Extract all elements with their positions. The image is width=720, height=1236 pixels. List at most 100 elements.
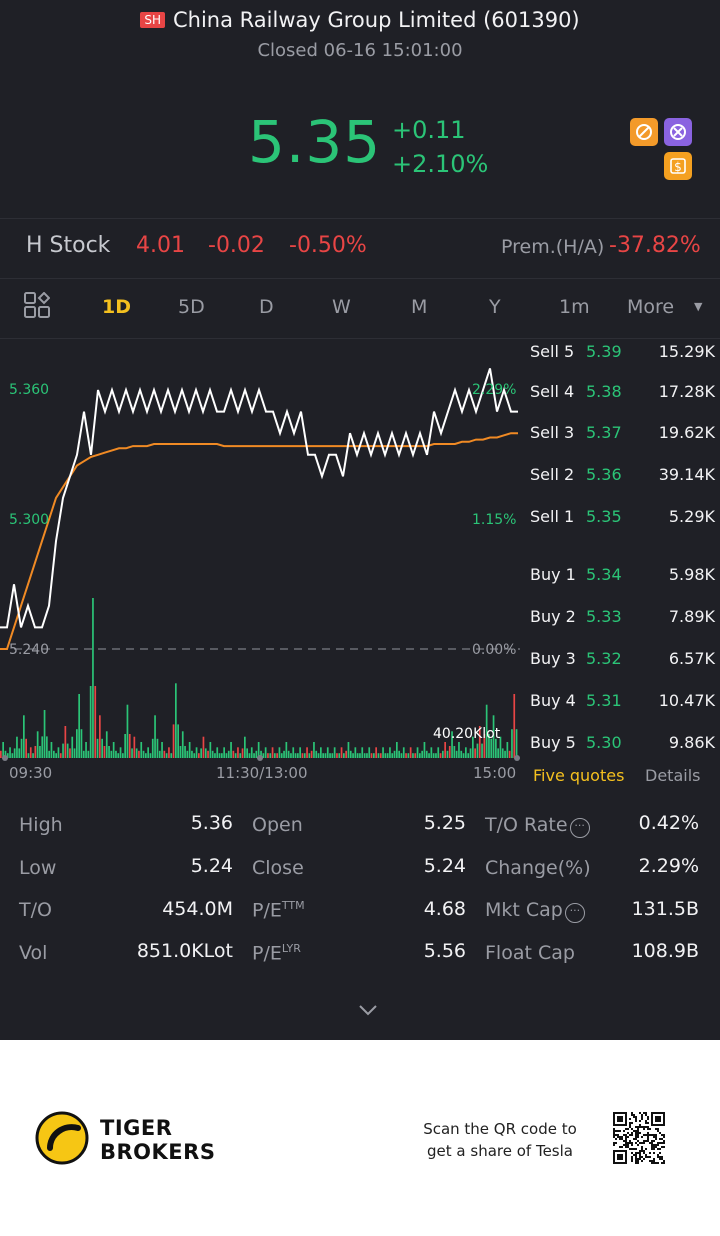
time-label-mid: 11:30/13:00 <box>216 764 308 782</box>
volume-bar <box>375 747 377 758</box>
volume-bar <box>407 753 410 758</box>
tab-more[interactable]: More <box>627 296 675 318</box>
tab-month[interactable]: M <box>411 296 428 318</box>
volume-bar <box>476 743 479 758</box>
volume-bar <box>292 747 295 758</box>
volume-bar <box>269 753 272 758</box>
volume-bar <box>165 753 168 758</box>
tab-5d[interactable]: 5D <box>178 296 205 318</box>
volume-bar <box>255 750 258 758</box>
volume-bar <box>156 738 159 758</box>
volume-bar <box>271 747 274 758</box>
volume-bar <box>200 748 202 758</box>
sell-price: 5.38 <box>586 382 622 401</box>
h-stock-change: -0.02 <box>208 233 265 258</box>
trade-icon[interactable] <box>630 118 658 146</box>
intraday-chart[interactable]: 5.360 5.300 5.240 2.29% 1.15% 0.00% 40.2… <box>0 340 520 770</box>
volume-bar <box>218 753 221 758</box>
price-change: +0.11 <box>392 116 466 144</box>
volume-bar <box>145 753 147 758</box>
volume-bar <box>32 753 34 758</box>
scan-line-1: Scan the QR code to <box>423 1120 577 1138</box>
volume-bar <box>103 746 106 758</box>
h-stock-label: H Stock <box>26 233 111 258</box>
volume-bar <box>458 742 460 758</box>
pct-label-low: 0.00% <box>472 642 517 658</box>
volume-bar <box>89 686 92 758</box>
market-status: Closed 06-16 15:01:00 <box>257 40 463 61</box>
more-info-icon[interactable]: ··· <box>569 818 590 838</box>
layout-grid-icon[interactable] <box>24 291 51 323</box>
volume-bar <box>432 753 435 758</box>
tab-details[interactable]: Details <box>645 766 701 785</box>
volume-bar <box>57 747 60 758</box>
pe-lyr-sup: LYR <box>281 942 301 955</box>
more-info-icon[interactable]: ··· <box>564 903 585 923</box>
volume-bar <box>34 746 37 758</box>
expand-chevron-icon[interactable] <box>358 1002 378 1021</box>
sell-label: Sell 2 <box>530 465 575 484</box>
buy-volume: 6.57K <box>668 649 715 668</box>
volume-bar <box>39 746 41 758</box>
options-icon[interactable] <box>664 118 692 146</box>
sell-price: 5.37 <box>586 423 622 442</box>
sell-volume: 19.62K <box>658 423 715 442</box>
tab-five-quotes[interactable]: Five quotes <box>533 766 625 785</box>
tab-day[interactable]: D <box>259 296 274 318</box>
volume-bar <box>308 753 311 758</box>
stat-volume-label: Vol <box>19 942 48 964</box>
tab-week[interactable]: W <box>332 296 351 318</box>
price-line <box>0 368 518 629</box>
volume-bar <box>455 750 458 758</box>
sell-label: Sell 5 <box>530 342 575 361</box>
tab-1min[interactable]: 1m <box>559 296 590 318</box>
volume-bar <box>168 747 170 758</box>
order-book: Sell 5 5.39 15.29K Sell 4 5.38 17.28K Se… <box>520 340 720 760</box>
volume-bar <box>0 750 2 758</box>
volume-bar <box>414 753 417 758</box>
volume-bar <box>142 750 145 758</box>
volume-bar <box>41 736 44 758</box>
qr-code-icon <box>613 1112 665 1164</box>
buy-volume: 10.47K <box>658 691 715 710</box>
session-break-dot <box>257 755 263 761</box>
options-glyph-icon <box>670 124 686 140</box>
buy-price: 5.30 <box>586 733 622 752</box>
header: SH China Railway Group Limited (601390) … <box>0 0 720 70</box>
volume-bar <box>239 753 242 758</box>
volume-bar <box>283 750 285 758</box>
svg-text:$: $ <box>674 160 682 174</box>
volume-bar <box>460 750 463 758</box>
h-stock-row[interactable]: H Stock 4.01 -0.02 -0.50% Prem.(H/A) -37… <box>0 233 720 263</box>
volume-bar <box>303 753 306 758</box>
volume-bar <box>147 747 149 758</box>
stat-pe-ttm-label: P/ETTM <box>252 899 305 921</box>
volume-bar <box>294 753 297 758</box>
h-stock-price: 4.01 <box>136 233 185 258</box>
volume-bar <box>352 753 354 758</box>
volume-bar <box>356 753 359 758</box>
dollar-icon[interactable]: $ <box>664 152 692 180</box>
volume-max-label: 40.20Klot <box>433 726 501 742</box>
volume-bar <box>297 753 299 758</box>
tab-year[interactable]: Y <box>489 296 501 318</box>
qr-code[interactable] <box>613 1112 665 1168</box>
volume-bar <box>55 753 57 758</box>
pe-ttm-sup: TTM <box>281 899 305 912</box>
stat-open-value: 5.25 <box>423 812 466 834</box>
volume-bar <box>419 753 421 758</box>
tab-1d[interactable]: 1D <box>102 296 131 318</box>
tiger-logo-icon <box>34 1110 90 1170</box>
buy-4-row: Buy 4 5.31 10.47K <box>520 691 720 713</box>
buy-1-row: Buy 1 5.34 5.98K <box>520 565 720 587</box>
volume-bar <box>384 753 387 758</box>
volume-bar <box>444 742 446 758</box>
stat-pe-lyr-label: P/ELYR <box>252 942 301 964</box>
stat-volume-value: 851.0KLot <box>136 940 233 962</box>
volume-bar <box>96 738 99 758</box>
volume-bar <box>448 746 451 758</box>
mkt-cap-text: Mkt Cap <box>485 899 563 921</box>
volume-bar <box>18 748 21 758</box>
chevron-down-icon[interactable]: ▼ <box>694 300 703 313</box>
volume-bar <box>359 753 361 758</box>
